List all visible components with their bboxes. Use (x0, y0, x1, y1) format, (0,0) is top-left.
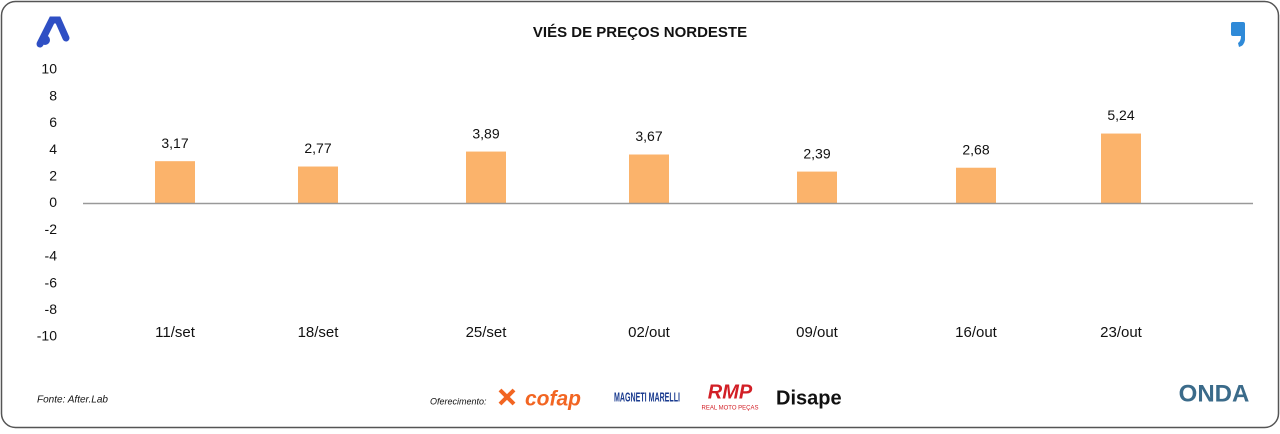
sponsor-tagline: REAL MOTO PEÇAS (701, 406, 758, 412)
x-tick-label: 16/out (955, 324, 998, 341)
x-tick-label: 09/out (796, 324, 839, 341)
value-label: 3,67 (635, 128, 662, 144)
bar (466, 151, 506, 204)
value-label: 3,89 (472, 125, 499, 141)
y-tick-label: 8 (49, 87, 57, 103)
y-tick-label: -8 (45, 301, 58, 317)
bar (155, 161, 195, 204)
logo-right (1231, 22, 1245, 47)
x-tick-label: 11/set (155, 324, 196, 341)
x-tick-label: 18/set (298, 324, 340, 341)
bar (298, 166, 338, 204)
chart-title: VIÉS DE PREÇOS NORDESTE (533, 24, 747, 41)
sponsor-icon (498, 388, 516, 406)
value-label: 2,68 (962, 141, 989, 157)
x-tick-label: 23/out (1100, 324, 1143, 341)
value-label: 5,24 (1107, 107, 1134, 123)
sponsor-label: Oferecimento: (430, 396, 487, 406)
y-tick-label: 10 (41, 61, 57, 77)
x-tick-label: 02/out (628, 324, 671, 341)
y-tick-label: 4 (49, 141, 57, 157)
y-tick-label: -2 (45, 221, 58, 237)
value-label: 3,17 (161, 135, 188, 151)
value-label: 2,39 (803, 145, 830, 161)
sponsor-logo: MAGNETI MARELLI (614, 389, 680, 404)
y-tick-label: -10 (37, 328, 57, 344)
value-label: 2,77 (304, 140, 331, 156)
x-tick-label: 25/set (466, 324, 508, 341)
y-tick-label: 0 (49, 194, 57, 210)
bar (797, 171, 837, 204)
sponsor-logo: RMP (708, 381, 753, 403)
y-tick-label: -6 (45, 274, 58, 290)
bar (1101, 133, 1141, 204)
y-tick-label: 6 (49, 114, 57, 130)
brand-logo: ONDA (1179, 380, 1250, 407)
bar (956, 167, 996, 204)
source: Fonte: After.Lab (37, 395, 108, 406)
sponsor-logo: cofap (525, 388, 581, 411)
logo-left (36, 16, 70, 48)
y-tick-label: -4 (45, 248, 58, 264)
y-tick-label: 2 (49, 168, 57, 184)
bar (629, 154, 669, 204)
sponsor-logo: Disape (776, 387, 842, 409)
